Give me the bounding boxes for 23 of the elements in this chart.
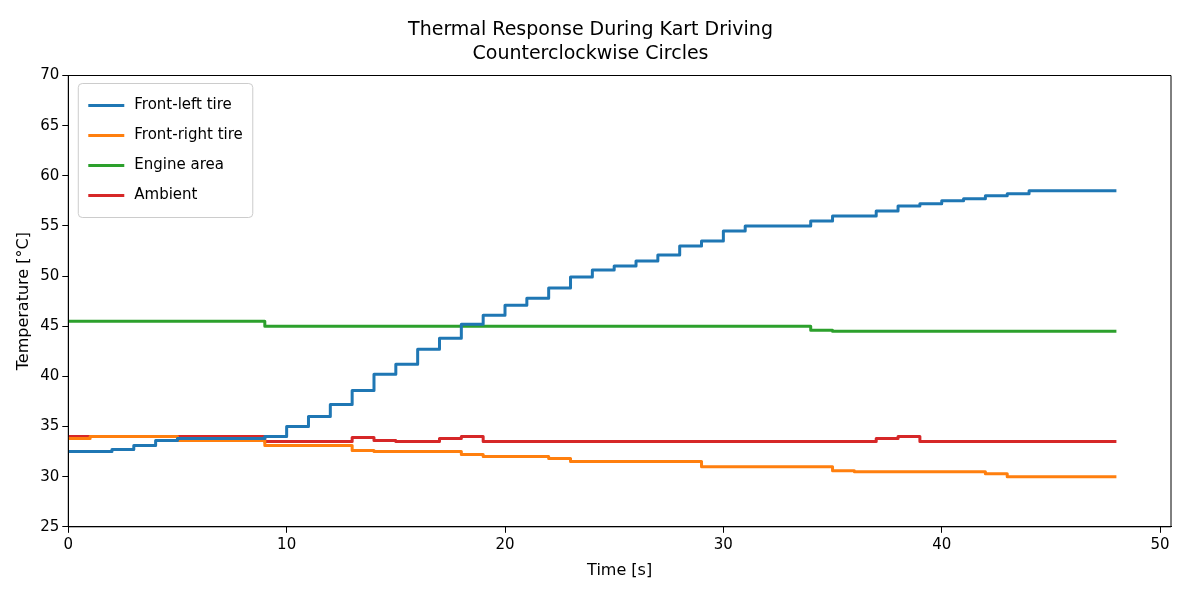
x-tick-label: 10 bbox=[277, 534, 297, 553]
y-tick-label: 55 bbox=[40, 215, 60, 234]
y-tick-label: 70 bbox=[40, 65, 60, 84]
x-tick-label: 0 bbox=[63, 534, 74, 553]
y-tick-label: 65 bbox=[40, 115, 60, 134]
x-tick-label: 50 bbox=[1150, 534, 1170, 553]
legend-label: Engine area bbox=[134, 155, 224, 174]
x-axis-title: Time [s] bbox=[586, 559, 653, 579]
legend-label: Front-left tire bbox=[134, 95, 232, 114]
y-axis-title: Temperature [°C] bbox=[12, 232, 32, 372]
y-tick-label: 45 bbox=[40, 316, 60, 335]
y-tick-label: 60 bbox=[40, 165, 60, 184]
x-tick-label: 20 bbox=[495, 534, 515, 553]
x-tick-label: 40 bbox=[932, 534, 952, 553]
x-tick-label: 30 bbox=[713, 534, 733, 553]
y-tick-label: 40 bbox=[40, 366, 60, 385]
legend-label: Front-right tire bbox=[134, 125, 243, 144]
y-tick-label: 35 bbox=[40, 416, 60, 435]
y-tick-label: 50 bbox=[40, 265, 60, 284]
chart-title: Thermal Response During Kart Driving Counterclockwise Circles bbox=[407, 16, 773, 63]
y-tick-label: 25 bbox=[40, 516, 60, 535]
legend-label: Ambient bbox=[134, 185, 198, 204]
y-tick-label: 30 bbox=[40, 466, 60, 485]
